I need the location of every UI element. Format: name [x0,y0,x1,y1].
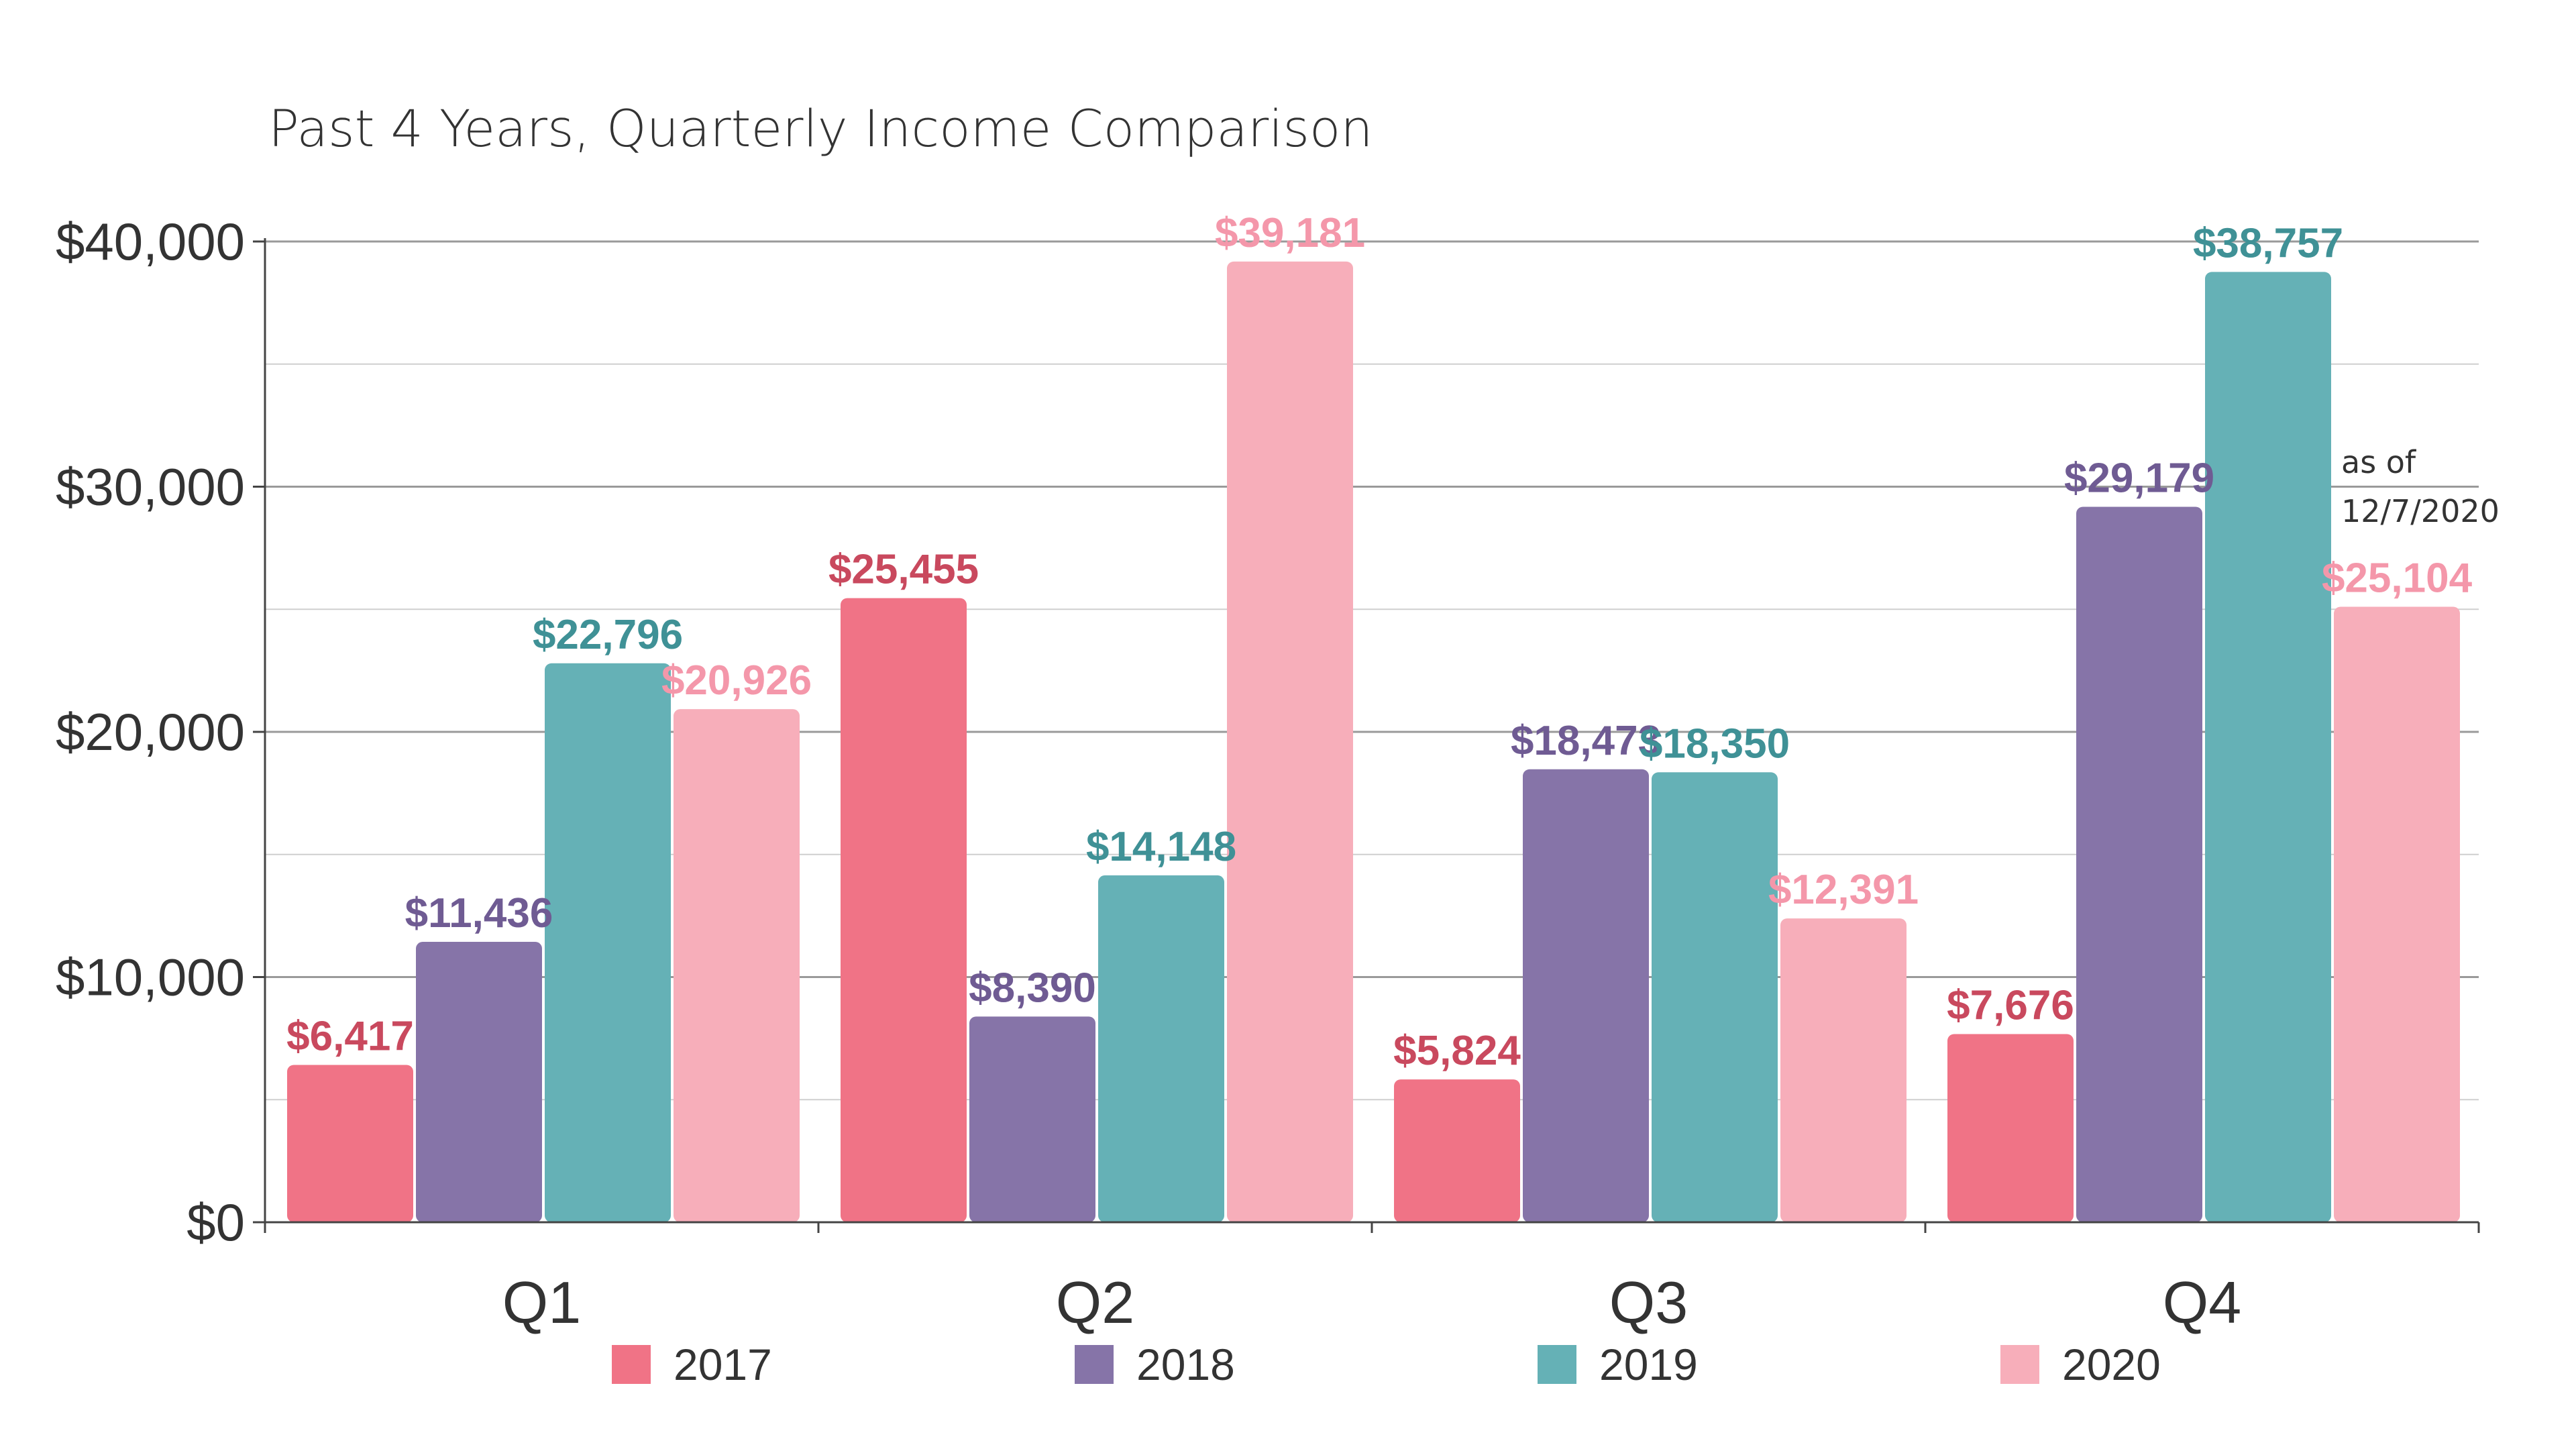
x-tick-label-Q2: Q2 [1056,1269,1134,1336]
data-label-2020-Q2: $39,181 [1215,210,1365,256]
legend-swatch-2017 [612,1345,651,1384]
bar-2019-Q4 [2205,272,2331,1222]
annotation-date: 12/7/2020 [2341,493,2500,529]
data-label-2017-Q4: $7,676 [1947,982,2074,1028]
legend-label-2018: 2018 [1136,1340,1235,1389]
data-label-2020-Q1: $20,926 [661,657,812,704]
bar-2019-Q2 [1098,875,1224,1222]
data-label-2017-Q1: $6,417 [286,1013,414,1059]
data-label-2019-Q2: $14,148 [1086,824,1236,870]
x-tick-label-Q4: Q4 [2163,1269,2241,1336]
data-label-2018-Q4: $29,179 [2064,455,2214,502]
bars-layer [287,261,2460,1222]
legend-label-2019: 2019 [1599,1340,1698,1389]
legend-label-2020: 2020 [2062,1340,2161,1389]
bar-2017-Q3 [1394,1079,1520,1222]
bar-2019-Q3 [1652,772,1778,1222]
y-tick-label: $40,000 [56,212,245,271]
y-tick-label: $30,000 [56,458,245,517]
data-label-2020-Q4: $25,104 [2322,555,2473,601]
data-label-2018-Q1: $11,436 [405,890,553,936]
y-tick-label: $0 [186,1193,245,1252]
bar-2017-Q1 [287,1065,413,1222]
legend: 2017 2018 2019 2020 [612,1340,2161,1389]
bar-2018-Q3 [1523,769,1649,1222]
bar-2020-Q2 [1227,261,1353,1222]
legend-swatch-2020 [2000,1345,2039,1384]
data-label-2017-Q2: $25,455 [828,547,979,593]
legend-label-2017: 2017 [674,1340,772,1389]
legend-swatch-2019 [1538,1345,1576,1384]
data-label-2019-Q4: $38,757 [2193,220,2343,266]
bar-2018-Q2 [969,1016,1095,1222]
data-label-2019-Q3: $18,350 [1640,720,1790,767]
data-labels-layer: $6,417 $11,436 $22,796$20,926 $25,455 $8,390… [286,210,2472,1074]
bar-2017-Q4 [1947,1034,2074,1222]
bar-2020-Q3 [1780,918,1907,1222]
bar-2017-Q2 [841,598,967,1222]
data-label-2018-Q2: $8,390 [969,965,1096,1011]
x-tick-label-Q1: Q1 [502,1269,581,1336]
bar-2018-Q4 [2076,506,2202,1222]
axis-layer: $0 $10,000 $20,000 $30,000 $40,000 Q1 Q2 Q3 Q4 [56,212,2480,1336]
data-label-2017-Q3: $5,824 [1393,1028,1521,1074]
y-tick-label: $20,000 [56,702,245,761]
chart-title: Past 4 Years, Quarterly Income Compariso… [268,99,1373,158]
bar-2018-Q1 [416,942,542,1222]
legend-swatch-2018 [1075,1345,1114,1384]
x-tick-label-Q3: Q3 [1609,1269,1688,1336]
bar-2019-Q1 [545,663,671,1222]
bar-2020-Q4 [2334,606,2460,1222]
data-label-2020-Q3: $12,391 [1768,867,1919,913]
data-label-2018-Q3: $18,473 [1511,718,1661,764]
annotation-as-of: as of [2341,444,2417,480]
y-tick-label: $10,000 [56,948,245,1007]
bar-2020-Q1 [674,709,800,1222]
data-label-2019-Q1: $22,796 [533,612,683,658]
